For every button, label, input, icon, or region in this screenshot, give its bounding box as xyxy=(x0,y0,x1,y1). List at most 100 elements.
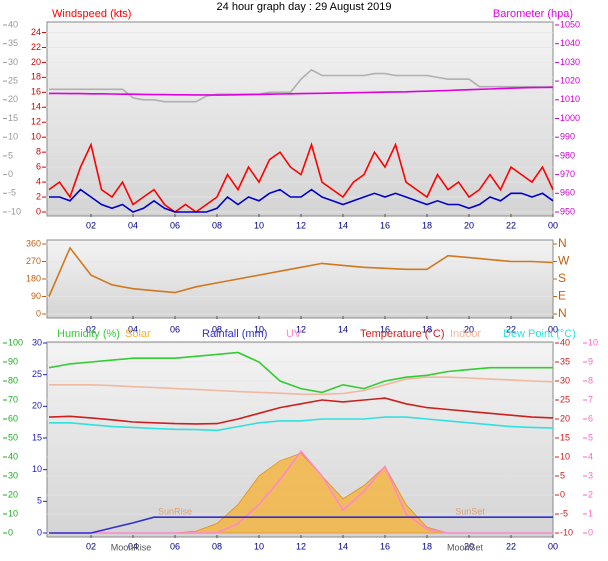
chart-title: 24 hour graph day : 29 August 2019 xyxy=(217,1,392,13)
y-tick-label: 180 xyxy=(26,273,41,283)
y-tick-label: 25 xyxy=(32,369,42,379)
series-line xyxy=(48,246,554,297)
y-tick-label: 1010 xyxy=(560,94,580,104)
series-line xyxy=(49,450,553,534)
y-tick-label: 270 xyxy=(26,256,41,266)
y-tick-label: 980 xyxy=(560,150,575,160)
y-tick-label: 960 xyxy=(560,188,575,198)
y-tick-label: 2 xyxy=(36,191,41,201)
x-tick-label: 20 xyxy=(464,541,474,551)
y-tick-label: 1040 xyxy=(560,38,580,48)
x-tick-label: 14 xyxy=(338,324,348,334)
y-tick-label: N xyxy=(558,236,567,250)
y-tick-label: 1 xyxy=(588,508,593,518)
y-tick-label: 35 xyxy=(560,356,570,366)
x-tick-label: 02 xyxy=(86,324,96,334)
y-tick-label: 0 xyxy=(588,527,593,537)
y-tick-label: 25 xyxy=(560,394,570,404)
annotation: SunRise xyxy=(158,506,192,516)
x-tick-label: 06 xyxy=(170,220,180,230)
x-tick-label: 20 xyxy=(464,220,474,230)
y-tick-label: 0 xyxy=(8,527,13,537)
x-tick-label: 20 xyxy=(464,324,474,334)
y-tick-label: -5 xyxy=(560,508,568,518)
y-tick-label: W xyxy=(558,254,570,268)
legend-entry: UV xyxy=(286,328,302,340)
y-tick-label: 24 xyxy=(31,27,41,37)
y-tick-label: 12 xyxy=(31,117,41,127)
x-tick-label: 18 xyxy=(422,541,432,551)
legend-entry: Barometer (hpa) xyxy=(493,8,573,20)
y-tick-label: 30 xyxy=(560,375,570,385)
series-line xyxy=(49,416,554,432)
y-tick-label: 40 xyxy=(8,451,18,461)
y-tick-label: 60 xyxy=(8,413,18,423)
y-tick-label: 90 xyxy=(8,356,18,366)
legend-entry: Dew Point (°C) xyxy=(503,328,576,340)
y-tick-label: 100 xyxy=(8,337,23,347)
x-tick-label: 16 xyxy=(380,220,390,230)
y-tick-label: N xyxy=(558,306,567,320)
y-tick-label: 10 xyxy=(31,132,41,142)
x-tick-label: 02 xyxy=(86,541,96,551)
x-tick-label: 00 xyxy=(548,220,558,230)
x-tick-label: 02 xyxy=(86,220,96,230)
annotation: MoonRise xyxy=(111,542,152,552)
y-tick-label: 1020 xyxy=(560,75,580,85)
legend-entry: Indoor xyxy=(450,328,482,340)
x-tick-label: 12 xyxy=(296,220,306,230)
y-tick-label: 6 xyxy=(588,413,593,423)
legend-entry: Temperature (°C) xyxy=(360,328,444,340)
x-tick-label: 12 xyxy=(296,324,306,334)
y-tick-label: 20 xyxy=(8,94,18,104)
y-tick-label: 0 xyxy=(36,206,41,216)
y-tick-label: 0 xyxy=(560,489,565,499)
panel-wind xyxy=(46,21,554,217)
y-tick-label: 40 xyxy=(560,337,570,347)
x-tick-label: 22 xyxy=(506,324,516,334)
y-tick-label: 7 xyxy=(588,394,593,404)
x-tick-label: 10 xyxy=(254,220,264,230)
y-tick-label: 20 xyxy=(31,57,41,67)
y-tick-label: 1030 xyxy=(560,57,580,67)
y-tick-label: 40 xyxy=(8,19,18,29)
y-tick-label: 30 xyxy=(32,337,42,347)
y-tick-label: 10 xyxy=(588,337,598,347)
y-tick-label: E xyxy=(558,289,566,303)
x-tick-label: 16 xyxy=(380,324,390,334)
y-tick-label: 5 xyxy=(588,432,593,442)
y-tick-label: 1050 xyxy=(560,19,580,29)
x-tick-label: 08 xyxy=(212,324,222,334)
y-tick-label: 18 xyxy=(31,72,41,82)
y-tick-label: 5 xyxy=(37,496,42,506)
y-tick-label: 70 xyxy=(8,394,18,404)
x-tick-label: 04 xyxy=(128,324,138,334)
series-line xyxy=(49,188,554,213)
x-tick-label: 04 xyxy=(128,541,138,551)
y-tick-label: 22 xyxy=(31,42,41,52)
y-tick-label: 14 xyxy=(31,102,41,112)
legend-entry: Humidity (%) xyxy=(57,328,120,340)
y-tick-label: 4 xyxy=(588,451,593,461)
series-line xyxy=(49,86,554,96)
y-tick-label: 16 xyxy=(31,87,41,97)
y-tick-label: 10 xyxy=(8,132,18,142)
x-tick-label: 14 xyxy=(338,541,348,551)
y-tick-label: -10 xyxy=(8,206,21,216)
y-tick-label: -10 xyxy=(560,527,573,537)
y-tick-label: 20 xyxy=(8,489,18,499)
series-line xyxy=(48,351,553,394)
y-tick-label: 10 xyxy=(560,451,570,461)
y-tick-label: 25 xyxy=(8,75,18,85)
y-tick-label: 4 xyxy=(36,176,41,186)
series-line xyxy=(48,142,554,213)
annotation: SunSet xyxy=(455,506,485,516)
y-tick-label: 950 xyxy=(560,206,575,216)
y-tick-label: 5 xyxy=(560,470,565,480)
x-tick-label: 10 xyxy=(254,324,264,334)
x-tick-label: 06 xyxy=(170,324,180,334)
y-tick-label: 990 xyxy=(560,132,575,142)
x-tick-label: 14 xyxy=(338,220,348,230)
y-tick-label: 360 xyxy=(26,238,41,248)
y-tick-label: 20 xyxy=(560,413,570,423)
